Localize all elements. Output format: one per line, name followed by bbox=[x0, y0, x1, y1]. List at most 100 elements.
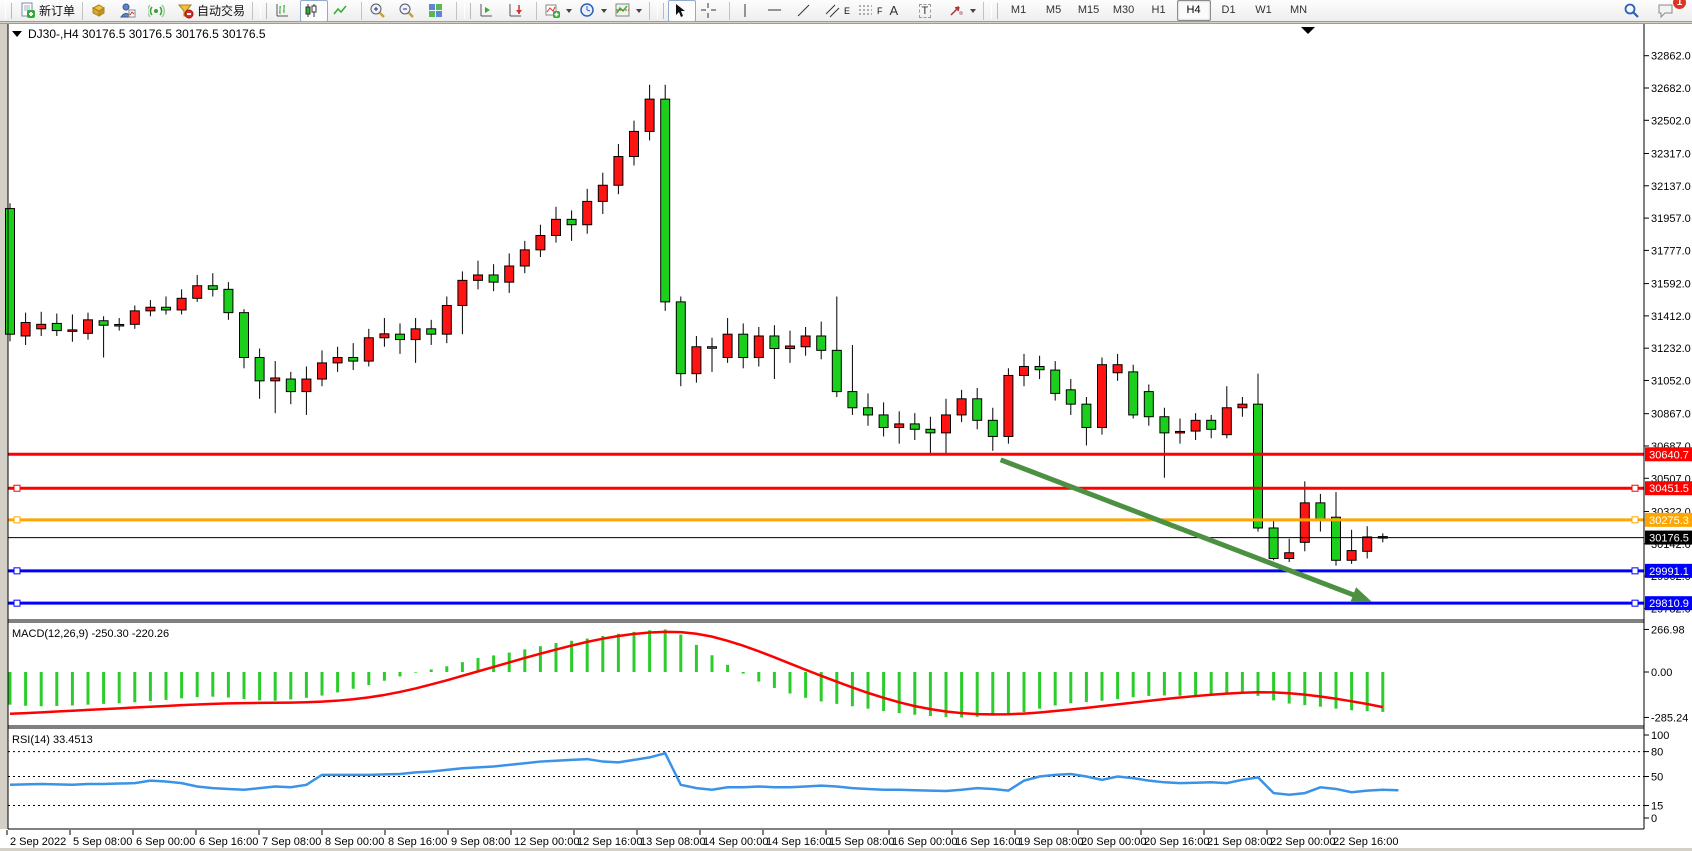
hline-30451.5[interactable] bbox=[8, 484, 1644, 492]
symbol-menu-icon[interactable] bbox=[12, 31, 22, 37]
channel-icon bbox=[825, 4, 840, 18]
svg-text:0.00: 0.00 bbox=[1651, 667, 1672, 679]
svg-text:100: 100 bbox=[1651, 730, 1669, 742]
svg-text:8 Sep 16:00: 8 Sep 16:00 bbox=[388, 836, 447, 848]
svg-text:12 Sep 00:00: 12 Sep 00:00 bbox=[514, 836, 579, 848]
add-indicator-icon bbox=[545, 4, 561, 18]
autotrading-label: 自动交易 bbox=[197, 4, 246, 18]
horizontal-line-button[interactable] bbox=[763, 0, 791, 22]
fibonacci-button[interactable]: F bbox=[854, 0, 886, 22]
auto-scroll-button[interactable] bbox=[504, 0, 532, 22]
crosshair-button[interactable] bbox=[697, 0, 725, 22]
svg-text:22 Sep 16:00: 22 Sep 16:00 bbox=[1333, 836, 1398, 848]
tab-timeframe-mn[interactable]: MN bbox=[1289, 4, 1308, 16]
market-watch-button[interactable] bbox=[87, 0, 115, 22]
tab-timeframe-m5[interactable]: M5 bbox=[1045, 4, 1062, 16]
macd-signal-line bbox=[9, 630, 1384, 716]
svg-text:30275.3: 30275.3 bbox=[1649, 515, 1689, 527]
signals-button[interactable] bbox=[145, 0, 173, 22]
svg-text:0: 0 bbox=[1651, 813, 1657, 825]
svg-text:32862.0: 32862.0 bbox=[1651, 51, 1691, 63]
tile-windows-button[interactable] bbox=[424, 0, 452, 22]
svg-text:30640.7: 30640.7 bbox=[1649, 449, 1689, 461]
main-toolbar: 新订单 bbox=[0, 0, 1692, 22]
svg-text:12 Sep 16:00: 12 Sep 16:00 bbox=[577, 836, 642, 848]
clock-icon bbox=[580, 3, 594, 17]
svg-text:2 Sep 2022: 2 Sep 2022 bbox=[10, 836, 66, 848]
svg-text:31232.0: 31232.0 bbox=[1651, 343, 1691, 355]
hline-29810.9[interactable] bbox=[8, 599, 1644, 607]
label-tool-letter: T bbox=[918, 3, 932, 18]
tab-timeframe-m1[interactable]: M1 bbox=[1010, 4, 1027, 16]
rsi-panel: RSI(14) 33.4513 bbox=[8, 734, 1644, 807]
chart-shift-icon bbox=[480, 4, 493, 17]
arrows-tool-icon bbox=[950, 6, 963, 16]
autotrading-button[interactable]: 自动交易 bbox=[174, 0, 248, 22]
chart-shift-button[interactable] bbox=[475, 0, 503, 22]
svg-text:7 Sep 08:00: 7 Sep 08:00 bbox=[262, 836, 321, 848]
template-icon bbox=[615, 3, 630, 17]
tab-timeframe-m30[interactable]: M30 bbox=[1112, 4, 1135, 16]
price-tag-30451.5: 30451.5 bbox=[1645, 481, 1692, 496]
text-tool-button[interactable]: A bbox=[887, 0, 915, 22]
cursor-icon bbox=[676, 4, 686, 17]
time-axis[interactable]: 2 Sep 2022 5 Sep 08:00 6 Sep 00:00 6 Sep 16… bbox=[6, 830, 1398, 848]
bar-chart-icon bbox=[276, 4, 289, 17]
svg-text:14 Sep 16:00: 14 Sep 16:00 bbox=[766, 836, 831, 848]
label-tool-button[interactable]: T bbox=[916, 0, 944, 22]
indicators-button[interactable] bbox=[541, 0, 575, 22]
tab-timeframe-h4[interactable]: H4 bbox=[1176, 0, 1211, 21]
fibonacci-icon bbox=[859, 5, 873, 15]
search-icon bbox=[1624, 3, 1639, 18]
svg-text:20 Sep 00:00: 20 Sep 00:00 bbox=[1081, 836, 1146, 848]
trend-arrow[interactable] bbox=[999, 457, 1372, 603]
tab-timeframe-m15[interactable]: M15 bbox=[1077, 4, 1100, 16]
notifications-button[interactable]: 1 bbox=[1654, 0, 1686, 22]
line-chart-icon bbox=[333, 5, 347, 15]
svg-text:31412.0: 31412.0 bbox=[1651, 311, 1691, 323]
chart-line-button[interactable] bbox=[329, 0, 357, 22]
channel-letter: E bbox=[844, 5, 851, 16]
data-window-button[interactable] bbox=[116, 0, 144, 22]
templates-button[interactable] bbox=[611, 0, 645, 22]
svg-text:31957.0: 31957.0 bbox=[1651, 213, 1691, 225]
toolbar-grip[interactable] bbox=[5, 2, 12, 19]
search-button[interactable] bbox=[1620, 0, 1648, 22]
svg-text:30867.0: 30867.0 bbox=[1651, 409, 1691, 421]
chart-shift-marker-icon[interactable] bbox=[1301, 27, 1315, 34]
svg-text:29991.1: 29991.1 bbox=[1649, 566, 1689, 578]
market-watch-icon bbox=[91, 4, 105, 17]
svg-text:8 Sep 00:00: 8 Sep 00:00 bbox=[325, 836, 384, 848]
hline-30275.3[interactable] bbox=[8, 516, 1644, 524]
zoom-in-icon bbox=[370, 3, 385, 18]
tab-timeframe-d1[interactable]: D1 bbox=[1221, 4, 1236, 16]
periods-caret-icon bbox=[601, 8, 608, 13]
new-order-label: 新订单 bbox=[39, 4, 76, 18]
svg-text:30451.5: 30451.5 bbox=[1649, 483, 1689, 495]
chart-bars-button[interactable] bbox=[271, 0, 299, 22]
zoom-out-button[interactable] bbox=[395, 0, 423, 22]
signals-icon bbox=[148, 4, 166, 18]
chat-bubble-icon bbox=[1658, 4, 1673, 19]
new-order-button[interactable]: 新订单 bbox=[16, 0, 78, 22]
zoom-in-button[interactable] bbox=[366, 0, 394, 22]
svg-text:DJ30-,H4 30176.5 30176.5 3017: DJ30-,H4 30176.5 30176.5 30176.5 30176.5 bbox=[28, 27, 266, 41]
svg-text:32502.0: 32502.0 bbox=[1651, 115, 1691, 127]
tile-windows-icon bbox=[429, 4, 443, 17]
notification-badge: 1 bbox=[1673, 0, 1686, 9]
chart-candles-button[interactable] bbox=[300, 0, 329, 22]
cursor-button[interactable] bbox=[668, 0, 697, 22]
hline-29991.1[interactable] bbox=[8, 567, 1644, 575]
tab-timeframe-h1[interactable]: H1 bbox=[1151, 4, 1166, 16]
data-window-icon bbox=[120, 3, 136, 18]
trendline-button[interactable] bbox=[792, 0, 820, 22]
fibonacci-letter: F bbox=[877, 5, 883, 16]
price-tag-30176.5: 30176.5 bbox=[1645, 530, 1692, 545]
tab-timeframe-w1[interactable]: W1 bbox=[1255, 4, 1272, 16]
vertical-line-button[interactable] bbox=[734, 0, 762, 22]
text-tool-letter: A bbox=[889, 3, 899, 18]
periods-button[interactable] bbox=[576, 0, 610, 22]
arrows-tool-button[interactable] bbox=[945, 0, 979, 22]
price-tag-30275.3: 30275.3 bbox=[1645, 512, 1692, 527]
channel-button[interactable]: E bbox=[821, 0, 853, 22]
